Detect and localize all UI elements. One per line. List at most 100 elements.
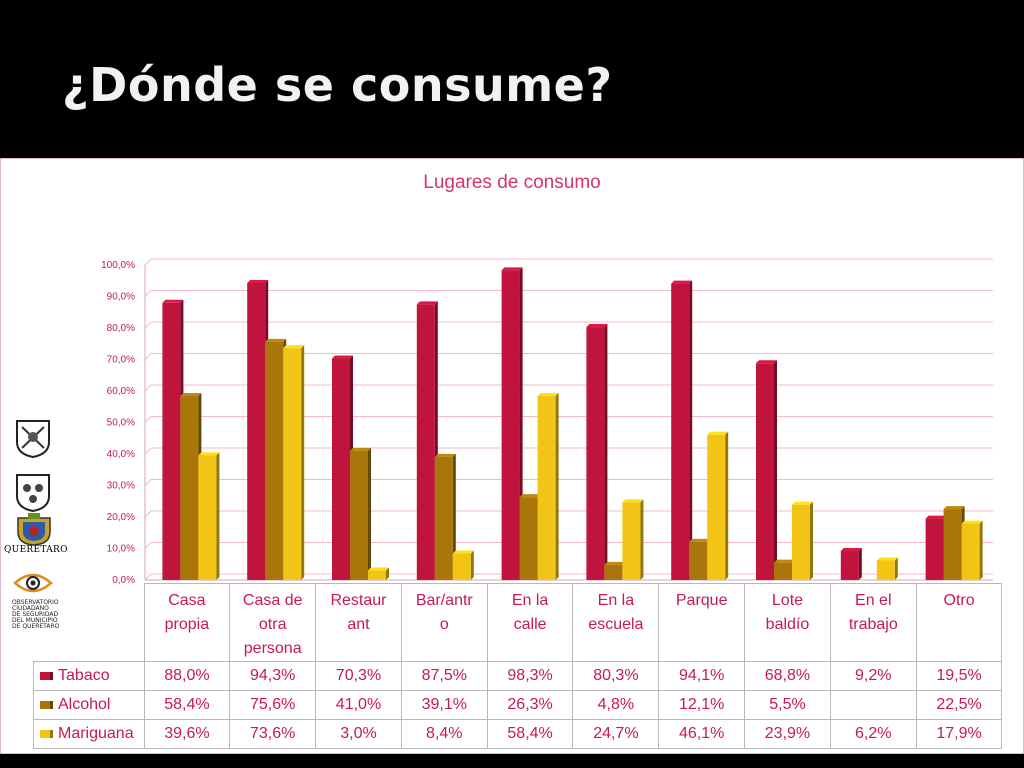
category-header: Bar/antr o xyxy=(400,583,488,662)
slide-title: ¿Dónde se consume? xyxy=(62,58,613,112)
bar-alcohol xyxy=(350,450,368,580)
bar-tabaco xyxy=(671,283,690,580)
bar-tabaco xyxy=(840,551,859,580)
bar-alcohol xyxy=(689,541,708,580)
category-header: Lote baldío xyxy=(744,583,831,662)
bar-top xyxy=(774,559,795,563)
bar-side xyxy=(979,520,983,580)
data-cell: 19,5% xyxy=(915,661,1003,691)
queretaro-wordmark: QUERÉTARO xyxy=(4,545,68,555)
data-cell: 88,0% xyxy=(143,661,231,691)
gridline-depth xyxy=(144,542,152,549)
category-header: Parque xyxy=(658,583,746,662)
gridline-depth xyxy=(144,384,152,392)
y-tick-label: 60,0% xyxy=(107,386,135,397)
bar-mariguana xyxy=(368,570,386,580)
observatory-caption: OBSERVATORIO CIUDADANO DE SEGURIDAD DEL … xyxy=(12,599,60,630)
gridline-depth xyxy=(144,447,152,455)
bar-mariguana xyxy=(283,348,302,580)
data-cell: 94,1% xyxy=(658,661,746,691)
y-tick-label: 40,0% xyxy=(107,449,135,460)
series-legend-label: Tabaco xyxy=(33,661,145,691)
bar-top xyxy=(368,567,389,571)
gridline-depth xyxy=(144,290,152,297)
bar-side xyxy=(725,431,729,580)
bar-alcohol xyxy=(774,562,792,580)
data-cell: 8,4% xyxy=(400,719,488,749)
y-tick-label: 30,0% xyxy=(107,481,135,492)
bar-tabaco xyxy=(586,327,605,580)
bar-alcohol xyxy=(180,396,199,580)
bar-tabaco xyxy=(756,363,774,580)
data-cell xyxy=(829,690,917,720)
bar-tabaco xyxy=(332,358,350,580)
series-legend-label: Mariguana xyxy=(33,719,145,749)
bar-top xyxy=(756,360,777,364)
table-row: Tabaco 88,0% 94,3% 70,3% 87,5% 98,3% 80,3% 94,1… xyxy=(33,661,1003,691)
data-cell: 46,1% xyxy=(658,719,746,749)
category-header: Otro xyxy=(915,583,1003,662)
data-cell: 17,9% xyxy=(915,719,1003,749)
data-cell: 39,6% xyxy=(143,719,231,749)
bar-top xyxy=(452,550,474,554)
bar-alcohol xyxy=(604,564,623,580)
y-tick-label: 70,0% xyxy=(107,355,135,366)
data-cell: 9,2% xyxy=(829,661,917,691)
bar-side xyxy=(386,567,389,580)
bar-top xyxy=(416,301,438,305)
data-cell: 58,4% xyxy=(143,690,231,720)
bar-side xyxy=(894,557,898,580)
data-cell: 39,1% xyxy=(400,690,488,720)
gridline-depth xyxy=(144,510,152,518)
bar-top xyxy=(925,515,947,519)
bar-top xyxy=(671,280,693,284)
y-tick-label: 20,0% xyxy=(107,512,135,523)
bar-tabaco xyxy=(162,302,181,580)
y-tick-label: 80,0% xyxy=(107,323,135,334)
bar-side xyxy=(452,453,456,580)
bar-top xyxy=(961,520,983,524)
bar-top xyxy=(586,324,608,328)
bar-top xyxy=(350,447,371,451)
bar-top xyxy=(792,501,813,505)
bar-top xyxy=(180,393,202,397)
bar-side xyxy=(689,280,693,580)
bar-side xyxy=(774,360,777,580)
eye-observatory-logo-icon xyxy=(13,573,53,593)
data-cell: 73,6% xyxy=(229,719,317,749)
bar-side xyxy=(555,393,559,580)
bar-alcohol xyxy=(943,509,962,580)
bar-top xyxy=(501,267,523,271)
data-cell: 87,5% xyxy=(400,661,488,691)
data-cell: 12,1% xyxy=(658,690,746,720)
bar-side xyxy=(368,447,371,580)
y-tick-label: 0,0% xyxy=(112,575,135,586)
data-cell: 4,8% xyxy=(572,690,660,720)
gridline-depth xyxy=(144,258,152,266)
legend-swatch xyxy=(40,729,53,738)
data-cell: 80,3% xyxy=(572,661,660,691)
y-tick-label: 90,0% xyxy=(107,292,135,303)
bar-top xyxy=(283,345,305,349)
municipal-shield-logo-icon xyxy=(16,420,50,458)
data-cell: 26,3% xyxy=(486,690,574,720)
bar-top xyxy=(519,494,541,498)
bar-mariguana xyxy=(622,502,641,580)
bar-tabaco xyxy=(925,518,944,580)
table-header-row: Casa propia Casa de otra persona Restaur ant Ba… xyxy=(34,583,1003,662)
gridline-depth xyxy=(144,321,152,329)
data-cell: 98,3% xyxy=(486,661,574,691)
gridline-depth xyxy=(144,416,152,423)
bar-top xyxy=(434,453,456,457)
bar-mariguana xyxy=(792,504,810,580)
category-header: En la calle xyxy=(486,583,574,662)
table-corner xyxy=(34,584,145,662)
data-cell: 23,9% xyxy=(744,719,831,749)
bar-top xyxy=(265,338,287,342)
bar-side xyxy=(858,548,862,580)
data-cell: 22,5% xyxy=(915,690,1003,720)
bar-side xyxy=(216,452,220,580)
legend-swatch xyxy=(40,700,53,709)
bar-mariguana xyxy=(876,560,895,580)
